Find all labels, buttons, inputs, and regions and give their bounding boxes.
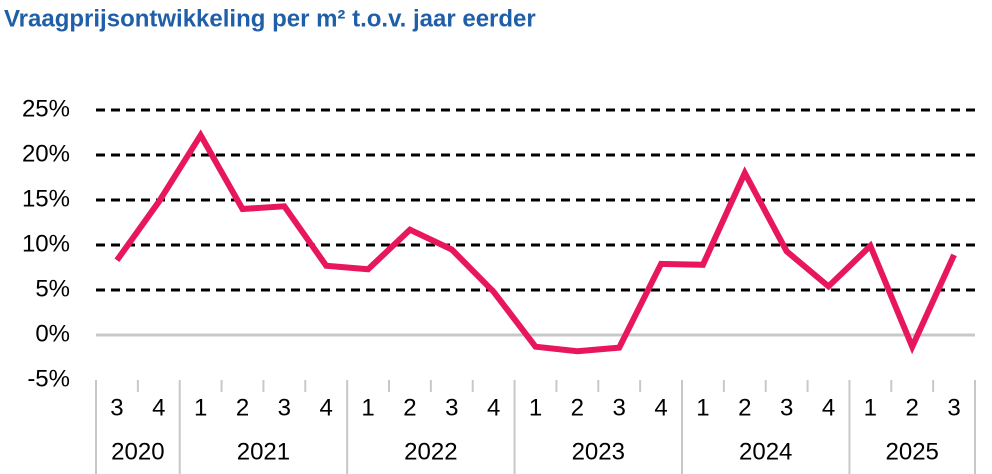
- x-group-label: 2025: [886, 438, 939, 465]
- x-tick-label: 2: [738, 394, 751, 421]
- x-tick-label: 4: [152, 394, 165, 421]
- x-tick-label: 2: [403, 394, 416, 421]
- x-tick-label: 3: [278, 394, 291, 421]
- y-tick-label: 0%: [35, 320, 70, 347]
- x-tick-label: 2: [906, 394, 919, 421]
- data-line: [114, 129, 957, 355]
- x-group-label: 2020: [111, 438, 164, 465]
- x-tick-label: 3: [110, 394, 123, 421]
- x-group-label: 2024: [739, 438, 792, 465]
- x-tick-label: 1: [529, 394, 542, 421]
- x-tick-label: 4: [487, 394, 500, 421]
- y-tick-label: 10%: [22, 230, 70, 257]
- x-tick-label: 2: [571, 394, 584, 421]
- y-tick-label: 15%: [22, 185, 70, 212]
- x-tick-label: 3: [613, 394, 626, 421]
- x-tick-label: 1: [361, 394, 374, 421]
- x-tick-label: 3: [445, 394, 458, 421]
- x-tick-label: 1: [194, 394, 207, 421]
- x-tick-label: 4: [654, 394, 667, 421]
- y-tick-label: 25%: [22, 95, 70, 122]
- x-tick-label: 4: [822, 394, 835, 421]
- x-group-label: 2021: [237, 438, 290, 465]
- x-tick-label: 1: [696, 394, 709, 421]
- y-tick-label: 20%: [22, 140, 70, 167]
- x-group-label: 2022: [404, 438, 457, 465]
- x-tick-label: 3: [780, 394, 793, 421]
- x-tick-label: 4: [320, 394, 333, 421]
- y-tick-label: 5%: [35, 275, 70, 302]
- x-group-label: 2023: [572, 438, 625, 465]
- x-tick-label: 2: [236, 394, 249, 421]
- x-tick-label: 3: [947, 394, 960, 421]
- y-tick-label: -5%: [27, 365, 70, 392]
- x-tick-label: 1: [864, 394, 877, 421]
- chart-title: Vraagprijsontwikkeling per m² t.o.v. jaa…: [4, 5, 536, 32]
